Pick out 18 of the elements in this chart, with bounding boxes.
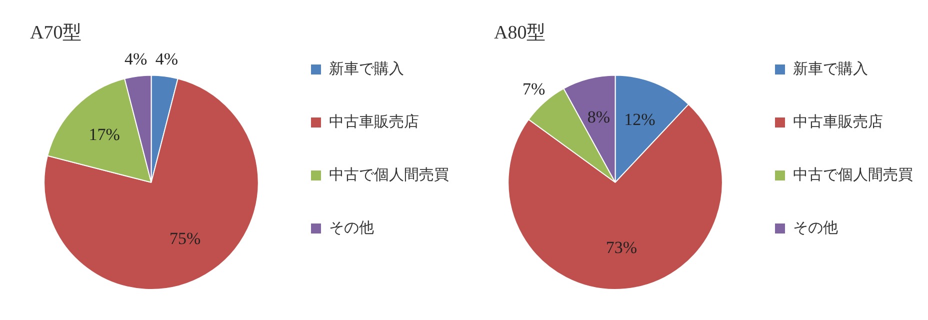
legend-label: 中古で個人間売買 bbox=[329, 165, 449, 184]
legend-label: その他 bbox=[329, 218, 374, 236]
legend-label: 中古車販売店 bbox=[329, 112, 419, 130]
data-label: 8% bbox=[587, 108, 610, 127]
data-label: 17% bbox=[88, 124, 120, 144]
chart-title: A80型 bbox=[494, 22, 546, 44]
data-label: 75% bbox=[169, 229, 201, 248]
data-label: 73% bbox=[606, 238, 638, 257]
data-label: 4% bbox=[124, 50, 148, 69]
legend-label: 中古車販売店 bbox=[793, 112, 883, 130]
legend-label: 新車で購入 bbox=[329, 59, 404, 78]
legend-label: 中古で個人間売買 bbox=[793, 165, 913, 184]
legend-label: その他 bbox=[793, 218, 838, 236]
data-label: 4% bbox=[155, 50, 178, 69]
data-label: 7% bbox=[522, 80, 546, 99]
chart-title: A70型 bbox=[30, 22, 82, 44]
data-label: 12% bbox=[624, 110, 656, 130]
legend-label: 新車で購入 bbox=[793, 59, 868, 78]
